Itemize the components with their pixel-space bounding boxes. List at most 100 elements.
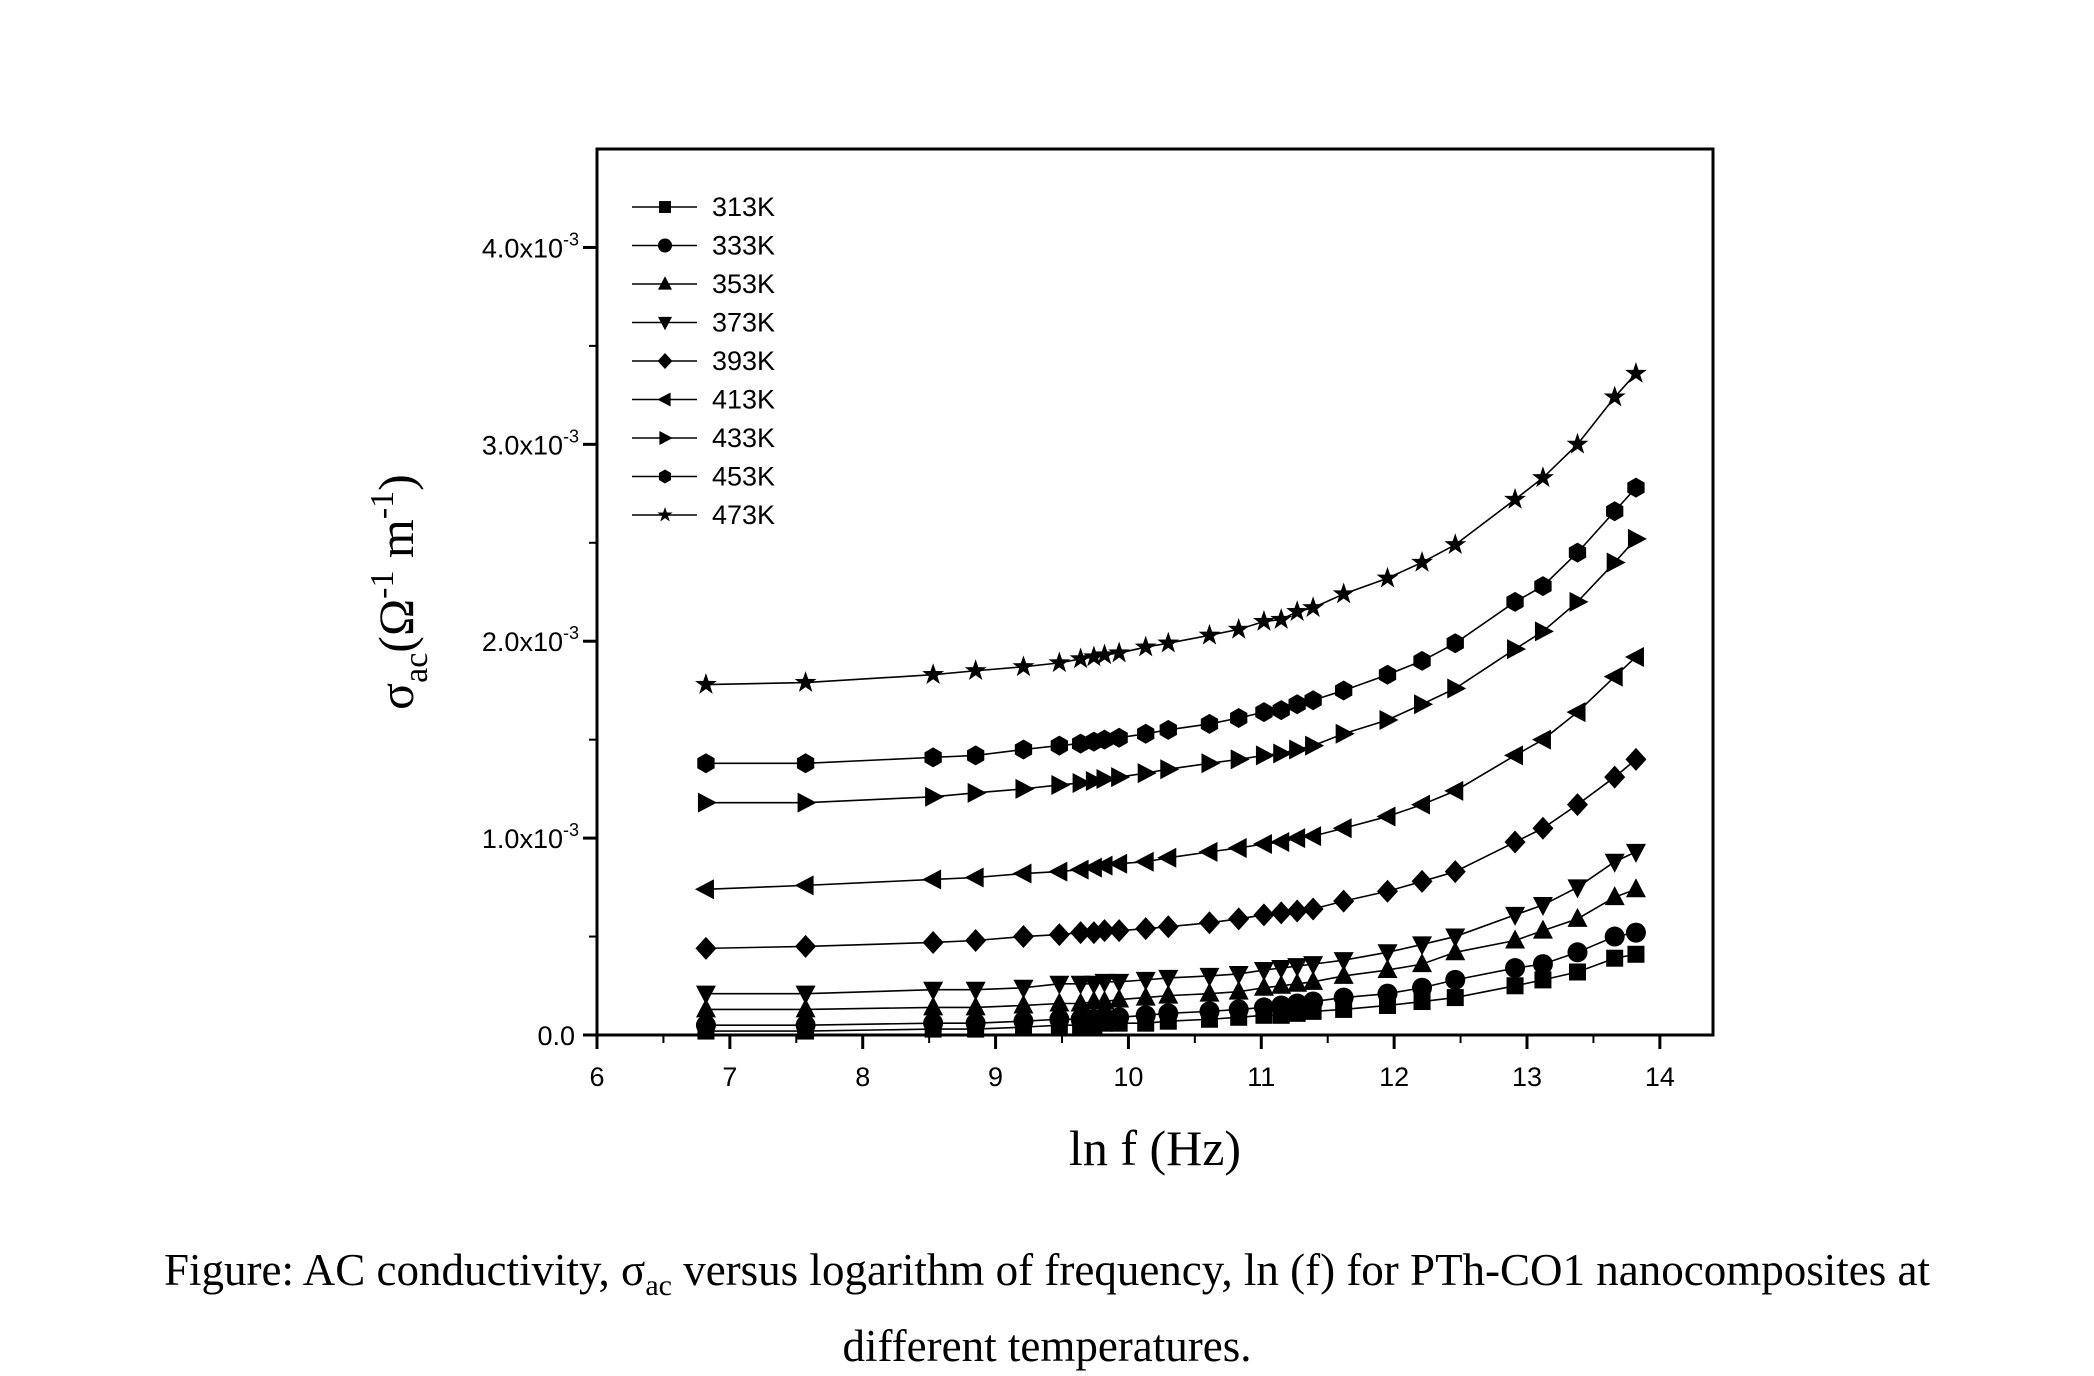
marker-circle — [1532, 954, 1553, 975]
series-line — [705, 538, 1637, 804]
marker-triangle-right — [1305, 735, 1325, 756]
series-333K — [695, 922, 1646, 1036]
marker-diamond — [657, 352, 673, 370]
series-393K — [695, 747, 1647, 960]
marker-circle — [695, 1015, 716, 1036]
marker-hexagon — [1110, 727, 1128, 748]
marker-diamond — [1070, 921, 1092, 945]
marker-circle — [1412, 977, 1433, 998]
legend-label: 433K — [712, 423, 775, 453]
marker-circle — [1445, 969, 1466, 990]
marker-square — [1446, 989, 1464, 1007]
marker-hexagon — [1272, 700, 1290, 721]
marker-triangle-down — [695, 985, 716, 1005]
marker-circle — [1049, 1009, 1070, 1030]
marker-star — [1082, 645, 1105, 667]
x-tick-label: 10 — [1113, 1062, 1143, 1092]
plot-frame — [595, 147, 1715, 1037]
marker-diamond — [1411, 869, 1433, 893]
marker-hexagon — [1137, 723, 1155, 744]
marker-diamond — [1625, 747, 1647, 771]
marker-diamond — [1094, 919, 1116, 943]
marker-triangle-up — [1412, 953, 1433, 973]
x-tick-label: 9 — [988, 1062, 1003, 1092]
series-473K — [695, 361, 1647, 694]
marker-star — [1332, 582, 1355, 604]
marker-triangle-down — [1377, 944, 1398, 964]
marker-circle — [965, 1013, 986, 1034]
marker-triangle-down — [923, 981, 944, 1001]
marker-circle — [1303, 991, 1324, 1012]
marker-triangle-up — [1532, 919, 1553, 939]
y-tick-label: 1.0x10-3 — [482, 820, 579, 854]
marker-hexagon — [1334, 680, 1353, 701]
marker-triangle-down — [965, 981, 986, 1001]
marker-triangle-up — [1287, 972, 1308, 992]
legend-label: 313K — [712, 192, 775, 222]
caption-line-1: Figure: AC conductivity, σac versus loga… — [164, 1245, 1930, 1302]
marker-triangle-right — [1085, 771, 1105, 792]
marker-circle — [1158, 1003, 1179, 1024]
marker-triangle-right — [697, 792, 717, 813]
marker-triangle-right — [1534, 621, 1554, 642]
marker-triangle-left — [1376, 806, 1396, 827]
marker-circle — [1377, 983, 1398, 1004]
marker-triangle-right — [1627, 528, 1647, 549]
marker-diamond — [1302, 897, 1324, 921]
legend-label: 353K — [712, 269, 775, 299]
marker-triangle-right — [1335, 723, 1355, 744]
series-373K — [695, 843, 1646, 1005]
marker-triangle-right — [1201, 753, 1221, 774]
marker-diamond — [1108, 919, 1130, 943]
marker-hexagon — [1200, 713, 1219, 734]
legend-item: 433K — [632, 423, 775, 453]
marker-star — [1444, 533, 1467, 555]
marker-triangle-left — [1134, 851, 1154, 872]
legend-label: 413K — [712, 385, 775, 415]
marker-circle — [1567, 942, 1588, 963]
marker-diamond — [1135, 917, 1157, 941]
marker-circle — [1625, 922, 1646, 943]
marker-triangle-right — [1230, 749, 1250, 770]
marker-star — [1198, 623, 1221, 645]
marker-diamond — [1286, 899, 1308, 923]
marker-hexagon — [658, 469, 672, 484]
marker-triangle-down — [1625, 843, 1646, 863]
marker-triangle-right — [1051, 774, 1071, 795]
marker-triangle-left — [1012, 863, 1032, 884]
legend-label: 333K — [712, 231, 775, 261]
legend-item: 453K — [632, 462, 775, 492]
marker-hexagon — [1568, 542, 1587, 563]
marker-star — [1286, 600, 1309, 621]
x-tick-label: 14 — [1645, 1062, 1675, 1092]
marker-triangle-left — [1332, 818, 1352, 839]
marker-hexagon — [796, 753, 815, 774]
marker-triangle-down — [1333, 952, 1354, 972]
marker-star — [1253, 610, 1275, 631]
marker-diamond — [1270, 901, 1292, 925]
marker-hexagon — [1413, 650, 1431, 671]
marker-triangle-right — [1111, 767, 1131, 788]
marker-triangle-right — [1379, 709, 1399, 730]
series-453K — [697, 477, 1645, 774]
marker-triangle-left — [1198, 841, 1218, 862]
marker-triangle-up — [1109, 988, 1130, 1008]
marker-circle — [1013, 1011, 1034, 1032]
marker-triangle-down — [1158, 969, 1179, 989]
marker-diamond — [965, 928, 987, 952]
marker-triangle-left — [1444, 780, 1464, 801]
marker-square — [1627, 945, 1645, 963]
marker-triangle-down — [1199, 967, 1220, 987]
marker-diamond — [1604, 765, 1626, 789]
legend-item: 313K — [632, 192, 775, 222]
marker-triangle-down — [658, 316, 672, 331]
legend-item: 373K — [632, 308, 775, 338]
marker-star — [695, 673, 717, 694]
marker-triangle-down — [1505, 906, 1526, 926]
marker-hexagon — [1378, 664, 1397, 685]
marker-triangle-down — [1253, 962, 1274, 982]
marker-hexagon — [1304, 690, 1322, 711]
marker-triangle-right — [1273, 743, 1293, 764]
marker-triangle-left — [1504, 745, 1524, 766]
legend-item: 333K — [632, 231, 775, 261]
